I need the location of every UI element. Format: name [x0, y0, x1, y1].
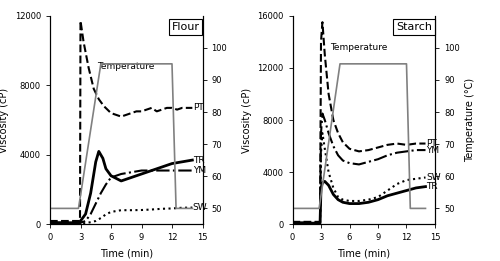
Y-axis label: Viscosity (cP): Viscosity (cP): [242, 87, 252, 153]
Text: SW: SW: [193, 203, 208, 212]
Text: Flour: Flour: [172, 22, 200, 32]
Text: Temperature: Temperature: [330, 43, 388, 52]
Text: Temperature: Temperature: [97, 62, 154, 71]
X-axis label: Time (min): Time (min): [337, 248, 390, 258]
Y-axis label: Temperature (°C): Temperature (°C): [466, 78, 475, 162]
Text: Starch: Starch: [396, 22, 432, 32]
Text: TR: TR: [193, 156, 204, 165]
Y-axis label: Viscosity (cP): Viscosity (cP): [0, 87, 9, 153]
Text: PT: PT: [426, 139, 436, 148]
X-axis label: Time (min): Time (min): [100, 248, 153, 258]
Text: SW: SW: [426, 173, 440, 182]
Text: YM: YM: [426, 146, 439, 155]
Text: PT: PT: [193, 103, 203, 112]
Text: YM: YM: [193, 166, 206, 175]
Text: TR: TR: [426, 182, 438, 191]
